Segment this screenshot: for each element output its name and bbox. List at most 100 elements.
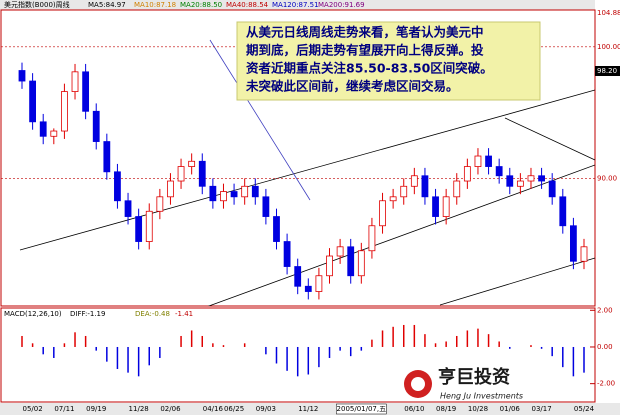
trend-line — [439, 257, 596, 306]
candle-body — [304, 285, 312, 292]
macd-title: MACD(12,26,10) — [4, 310, 62, 318]
macd-frame — [0, 307, 596, 403]
header-bar — [0, 0, 595, 10]
x-tick-label: 05/02 — [23, 405, 43, 413]
candle-body — [347, 246, 355, 277]
trend-line — [209, 39, 311, 201]
legend-entry: MA10:87.18 — [134, 1, 176, 9]
candle-body — [379, 200, 386, 227]
x-tick-label: 01/06 — [500, 405, 521, 413]
candle-body — [283, 241, 291, 267]
candle-body — [251, 185, 259, 198]
top-label: 104.88 — [597, 9, 620, 17]
x-tick-label: 09/03 — [256, 405, 276, 413]
candle-body — [241, 185, 249, 198]
logo-name: 亨巨投资 — [438, 366, 510, 388]
candle-body — [569, 225, 577, 262]
candle-body — [156, 196, 164, 212]
candle-body — [410, 175, 418, 187]
x-tick-label: 04/16 — [203, 405, 224, 413]
candle-body — [114, 171, 121, 202]
legend-entry: MA200:91.69 — [318, 1, 365, 9]
candle-body — [368, 225, 376, 252]
x-label-highlight — [336, 403, 387, 415]
x-tick-label: 11/12 — [298, 405, 318, 413]
annotation: 期到底，后期走势有望展开向上得反弹。投 — [246, 43, 484, 58]
candle-body — [389, 196, 397, 202]
macd-tick-label: -2.00 — [597, 380, 615, 388]
candle-body — [442, 196, 450, 217]
candle-body — [50, 130, 58, 137]
candle-body — [61, 91, 68, 132]
x-tick-label: 08/19 — [436, 405, 456, 413]
x-axis-bar — [0, 403, 620, 415]
legend-entry: MA5:84.97 — [88, 1, 126, 9]
x-tick-label: 06/25 — [224, 405, 244, 413]
annotation-box — [236, 21, 541, 101]
candle-body — [124, 200, 132, 217]
candle-body — [548, 180, 556, 198]
candle-body — [39, 121, 47, 137]
legend-entry: MA120:87.51 — [272, 1, 319, 9]
candle-body — [559, 196, 567, 227]
chart-title: 美元指数(B000)周线 — [4, 0, 70, 9]
x-tick-label: 10/28 — [468, 405, 488, 413]
candle-body — [209, 185, 217, 202]
candle-body — [18, 70, 26, 82]
x-tick-label: 02/06 — [160, 405, 181, 413]
trend-line — [504, 117, 596, 161]
macd-value: -1.41 — [175, 310, 193, 318]
candle-body — [357, 250, 365, 277]
candle-body — [29, 80, 37, 123]
candle-body — [527, 175, 535, 182]
x-tick-label: 06/10 — [404, 405, 424, 413]
candle-body — [326, 255, 333, 277]
candle-body — [188, 160, 196, 167]
candle-body — [198, 160, 206, 187]
legend-entry: MA20:88.50 — [180, 1, 222, 9]
macd-dea: DEA:-0.48 — [135, 310, 170, 318]
candle-body — [273, 216, 280, 242]
macd-tick-label: 2.00 — [597, 306, 613, 314]
y-tick-label: 100.00 — [597, 43, 620, 51]
candle-body — [103, 141, 111, 173]
y-tick-label: 90.00 — [597, 174, 617, 182]
macd-diff: DIFF:-1.19 — [70, 310, 105, 318]
candle-body — [432, 196, 439, 217]
candle-body — [495, 166, 503, 177]
candle-body — [315, 275, 323, 292]
candle-body — [485, 155, 492, 167]
logo-icon — [411, 377, 425, 391]
candle-body — [580, 246, 588, 262]
candle-body — [506, 175, 514, 187]
candle-body — [421, 175, 429, 198]
logo: 亨巨投资 Heng Ju Investments — [404, 366, 523, 401]
x-tick-label: 03/17 — [531, 405, 551, 413]
candle-body — [230, 191, 238, 198]
x-tick-label: 05/24 — [574, 405, 595, 413]
candle-body — [453, 180, 461, 198]
trend-line — [207, 164, 595, 306]
x-tick-label: 11/28 — [129, 405, 149, 413]
candle-body — [145, 210, 153, 242]
trend-line — [19, 89, 596, 251]
candle-body — [474, 155, 482, 167]
annotation: 从美元日线周线走势来看，笔者认为美元中 — [246, 25, 484, 40]
last-label: 98.20 — [597, 67, 617, 75]
price-frame — [0, 9, 596, 307]
x-tick-label: 07/11 — [54, 405, 74, 413]
logo-sub: Heng Ju Investments — [440, 392, 523, 401]
candle-body — [220, 191, 227, 202]
candle-body — [177, 166, 185, 182]
candle-body — [167, 180, 174, 198]
macd-tick-label: 0.00 — [597, 343, 613, 351]
candle-body — [336, 246, 344, 257]
candle-body — [92, 110, 100, 142]
candle-body — [538, 175, 545, 182]
candle-body — [516, 180, 524, 187]
annotation: 资者近期重点关注85.50-83.50区间突破。 — [246, 61, 493, 76]
legend-entry: MA40:88.54 — [226, 1, 269, 9]
candle-body — [262, 196, 270, 217]
candle-body — [463, 166, 471, 182]
